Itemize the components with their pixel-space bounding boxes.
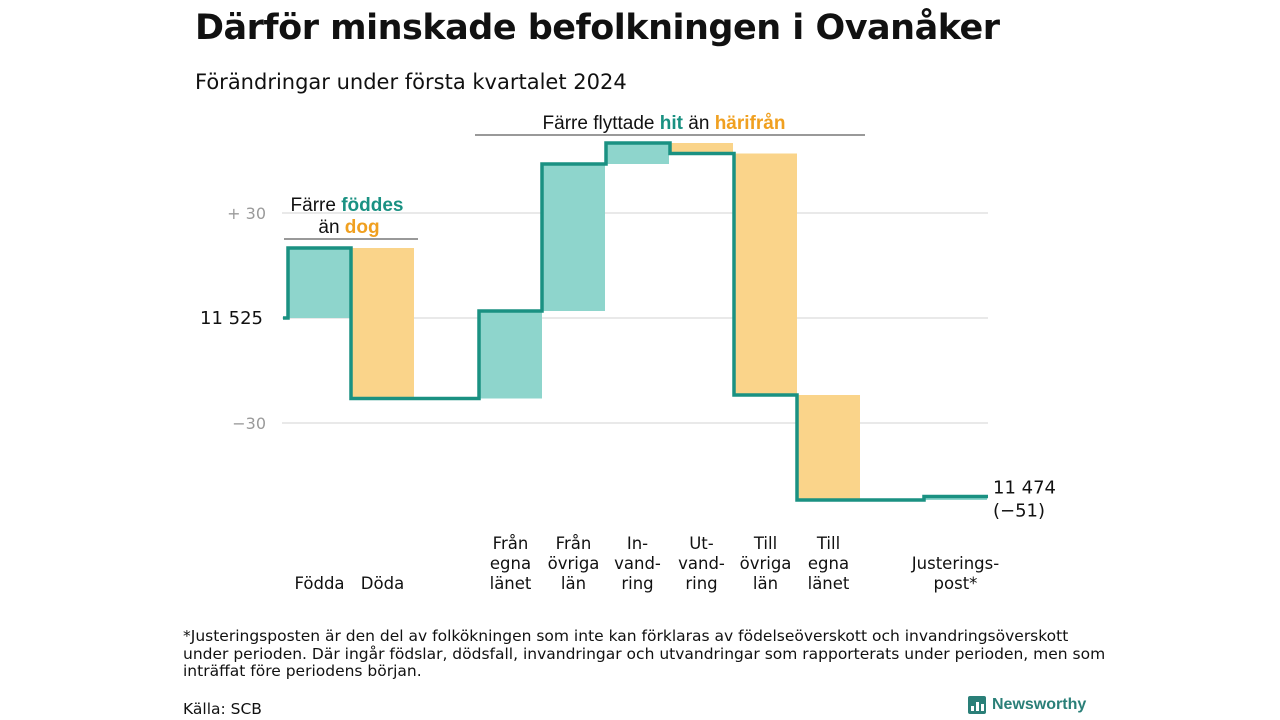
source-label: Källa: SCB	[183, 700, 262, 718]
cumulative-step-line	[283, 141, 988, 502]
start-value-label: 11 525	[200, 308, 263, 329]
category-label: övriga	[548, 554, 600, 573]
category-label: övriga	[740, 554, 792, 573]
category-label: län	[561, 574, 586, 593]
category-label: Från	[493, 534, 529, 553]
category-label: Från	[556, 534, 592, 553]
category-label: post*	[934, 574, 978, 593]
category-label: länet	[808, 574, 850, 593]
y-tick-label: −30	[232, 414, 266, 433]
annotation-migration: Färre flyttade hit än härifrån	[543, 113, 786, 134]
category-label: länet	[490, 574, 532, 593]
category-label: egna	[808, 554, 849, 573]
category-label: Till	[753, 534, 777, 553]
waterfall-bar	[542, 164, 605, 311]
waterfall-bar	[734, 153, 797, 395]
brand-logo: Newsworthy	[968, 696, 1086, 714]
category-label: vand-	[678, 554, 725, 573]
waterfall-bar	[351, 248, 414, 399]
chart-title: Därför minskade befolkningen i Ovanåker	[195, 8, 1000, 48]
brand-name: Newsworthy	[992, 696, 1087, 713]
y-tick-label: + 30	[227, 204, 266, 223]
end-value-label: 11 474	[993, 478, 1056, 499]
category-label: Ut-	[689, 534, 714, 553]
category-label: Döda	[361, 574, 404, 593]
category-label: Födda	[294, 574, 344, 593]
category-label: Till	[816, 534, 840, 553]
category-label: ring	[621, 574, 653, 593]
annotation-births-deaths-line1: Färre föddes	[291, 195, 404, 216]
waterfall-bar	[288, 248, 351, 318]
waterfall-bar	[797, 395, 860, 500]
waterfall-bar	[606, 143, 669, 164]
category-label: Justerings-	[911, 554, 999, 573]
category-label: vand-	[614, 554, 661, 573]
category-label: In-	[627, 534, 648, 553]
category-label: ring	[685, 574, 717, 593]
waterfall-bar	[479, 311, 542, 399]
waterfall-bar	[670, 143, 733, 154]
end-change-label: (−51)	[993, 501, 1045, 522]
footnote: *Justeringsposten är den del av folkökni…	[183, 627, 1106, 680]
chart-subtitle: Förändringar under första kvartalet 2024	[195, 70, 627, 94]
annotation-births-deaths-line2: än dog	[318, 217, 379, 238]
category-label: egna	[490, 554, 531, 573]
newsworthy-icon	[968, 696, 986, 714]
category-label: län	[753, 574, 778, 593]
